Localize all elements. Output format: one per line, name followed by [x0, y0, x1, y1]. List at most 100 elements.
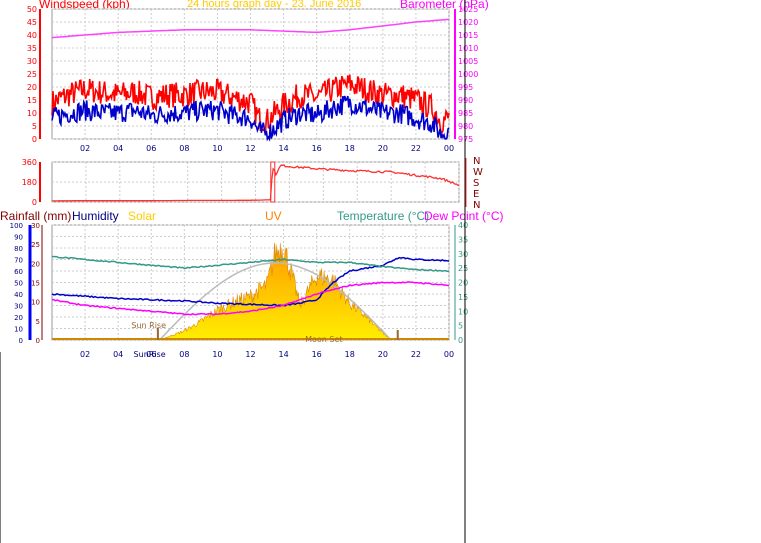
dir-ytick-0: 0: [32, 198, 37, 207]
rain-ytick-25: 25: [31, 241, 40, 249]
env-xtick-14: 14: [278, 350, 288, 359]
env-xtick-18: 18: [345, 350, 355, 359]
compass-3: E: [473, 189, 479, 200]
dir-ytick-360: 360: [22, 158, 37, 167]
solar-label: Solar: [128, 209, 157, 223]
uv-label: UV: [265, 209, 282, 223]
temp-ytick-25: 25: [458, 264, 468, 273]
barometer-axis-label: Barometer (hPa): [400, 0, 489, 11]
wind-ytick-10: 10: [27, 109, 37, 118]
baro-ytick-990: 990: [458, 96, 473, 105]
temp-ytick-5: 5: [458, 322, 463, 331]
wind-xtick-14: 14: [278, 144, 288, 153]
rain-ytick-30: 30: [31, 222, 40, 230]
env-xtick-02: 02: [80, 350, 90, 359]
env-xtick-16: 16: [312, 350, 322, 359]
wind-ytick-20: 20: [27, 83, 37, 92]
wind-xtick-10: 10: [212, 144, 222, 153]
env-xtick-20: 20: [378, 350, 388, 359]
compass-4: N: [473, 200, 480, 211]
wind-ytick-30: 30: [27, 57, 37, 66]
env-xtick-00: 00: [444, 350, 454, 359]
baro-ytick-1010: 1010: [458, 44, 478, 53]
windspeed-axis-label: Windspeed (kph): [39, 0, 130, 11]
compass-2: S: [473, 178, 479, 189]
humidity-ytick-60: 60: [14, 268, 23, 276]
env-xtick-10: 10: [212, 350, 222, 359]
wind-xtick-08: 08: [179, 144, 189, 153]
wind-xtick-20: 20: [378, 144, 388, 153]
temp-ytick-20: 20: [458, 279, 468, 288]
wind-xtick-18: 18: [345, 144, 355, 153]
solar-area: [159, 242, 393, 341]
humidity-ytick-40: 40: [14, 291, 23, 299]
wind-ytick-45: 45: [27, 18, 37, 27]
moon-set-annotation: Moon Set: [305, 335, 342, 344]
rain-ytick-5: 5: [36, 318, 40, 326]
baro-ytick-975: 975: [458, 135, 473, 144]
temp-ytick-0: 0: [458, 336, 463, 345]
wind-ytick-40: 40: [27, 31, 37, 40]
temp-ytick-30: 30: [458, 250, 468, 259]
humidity-ytick-80: 80: [14, 245, 23, 253]
barometer-series: [51, 18, 450, 39]
humidity-label: Humidity: [72, 209, 119, 223]
wind-xtick-00: 00: [444, 144, 454, 153]
humidity-ytick-90: 90: [14, 234, 23, 242]
humidity-ytick-30: 30: [14, 303, 23, 311]
wind-ytick-5: 5: [32, 122, 37, 131]
baro-ytick-995: 995: [458, 83, 473, 92]
baro-ytick-1020: 1020: [458, 18, 478, 27]
wind-ytick-15: 15: [27, 96, 37, 105]
baro-ytick-980: 980: [458, 122, 473, 131]
avg-wind-series: [51, 95, 450, 142]
compass-0: N: [473, 156, 480, 167]
rain-ytick-20: 20: [31, 260, 40, 268]
env-xtick-22: 22: [411, 350, 421, 359]
temperature-label: Temperature (°C): [337, 209, 430, 223]
baro-ytick-1000: 1000: [458, 70, 478, 79]
wind-ytick-35: 35: [27, 44, 37, 53]
rainfall-axis-label: Rainfall (mm): [0, 209, 72, 223]
wind-xtick-16: 16: [312, 144, 322, 153]
baro-ytick-1005: 1005: [458, 57, 478, 66]
temp-ytick-10: 10: [458, 307, 468, 316]
env-xtick-06: 06: [146, 350, 156, 359]
wind-ytick-50: 50: [27, 5, 37, 14]
wind-xtick-04: 04: [113, 144, 123, 153]
dew-point-label: Dew Point (°C): [424, 209, 504, 223]
rain-ytick-15: 15: [31, 280, 40, 288]
temp-ytick-15: 15: [458, 293, 468, 302]
direction-shift-marker: [270, 161, 276, 203]
humidity-ytick-20: 20: [14, 314, 23, 322]
baro-ytick-1015: 1015: [458, 31, 478, 40]
temperature-series: [51, 255, 450, 273]
rain-ytick-10: 10: [31, 299, 40, 307]
wind-xtick-02: 02: [80, 144, 90, 153]
rain-ytick-0: 0: [36, 337, 40, 345]
baro-ytick-1025: 1025: [458, 5, 478, 14]
direction-series: [52, 164, 460, 202]
temp-ytick-35: 35: [458, 235, 468, 244]
humidity-ytick-50: 50: [14, 280, 23, 288]
humidity-ytick-0: 0: [19, 337, 23, 345]
humidity-ytick-10: 10: [14, 326, 23, 334]
windspeed-series: [51, 74, 450, 134]
baro-ytick-985: 985: [458, 109, 473, 118]
env-xtick-08: 08: [179, 350, 189, 359]
wind-xtick-22: 22: [411, 144, 421, 153]
wind-ytick-25: 25: [27, 70, 37, 79]
wind-ytick-0: 0: [32, 135, 37, 144]
humidity-ytick-100: 100: [10, 222, 23, 230]
temp-ytick-40: 40: [458, 221, 468, 230]
sun-rise-axis-label: SunRise: [134, 350, 166, 359]
compass-1: W: [473, 167, 483, 178]
dew-point-series: [52, 281, 450, 316]
humidity-ytick-70: 70: [14, 257, 23, 265]
wind-xtick-12: 12: [245, 144, 255, 153]
env-xtick-04: 04: [113, 350, 123, 359]
env-xtick-12: 12: [245, 350, 255, 359]
graph-title: 24 hours graph day - 23. June 2016: [187, 0, 362, 10]
